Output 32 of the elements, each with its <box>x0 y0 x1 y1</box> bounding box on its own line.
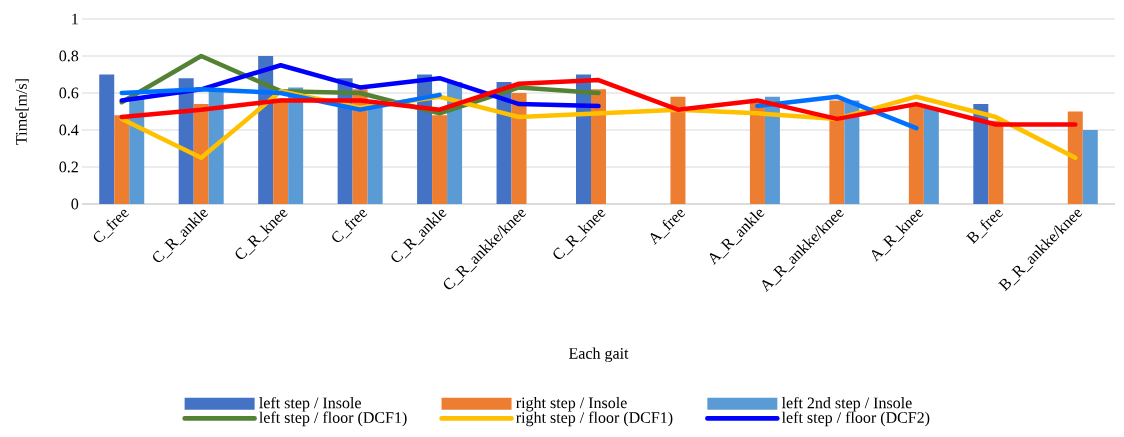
x-axis-title: Each gait <box>568 347 629 363</box>
line-series <box>119 63 601 109</box>
bar <box>99 74 115 204</box>
legend-label: right step / Insole <box>516 396 627 412</box>
legend-label: left step / floor (DCF2) <box>781 411 930 427</box>
y-tick-label: 0.8 <box>59 50 79 62</box>
legend-label: left 2nd step / Insole <box>781 396 912 412</box>
bar <box>193 104 209 204</box>
bar <box>908 104 924 204</box>
bar <box>923 107 939 204</box>
bar <box>670 96 686 204</box>
y-tick-label: 0.2 <box>59 161 78 173</box>
bar <box>1067 111 1083 204</box>
legend-label: left step / Insole <box>259 396 361 412</box>
bar <box>511 93 527 204</box>
bar <box>591 89 606 204</box>
bar <box>829 100 845 204</box>
bar <box>1082 130 1098 204</box>
line-series <box>119 77 1078 127</box>
legend-label: right step / floor (DCF1) <box>516 411 673 427</box>
y-tick-label: 0 <box>71 198 79 210</box>
y-tick-label: 0.4 <box>59 124 79 136</box>
bar <box>432 115 448 204</box>
bar <box>988 120 1004 204</box>
bar <box>749 102 765 204</box>
bar <box>764 96 780 204</box>
y-tick-label: 0.6 <box>59 87 79 99</box>
y-axis-title: Time[m/s] <box>15 79 29 145</box>
y-tick-label: 1 <box>72 13 78 25</box>
legend-label: left step / floor (DCF1) <box>259 411 407 427</box>
bar <box>114 115 130 204</box>
bar <box>973 104 989 204</box>
